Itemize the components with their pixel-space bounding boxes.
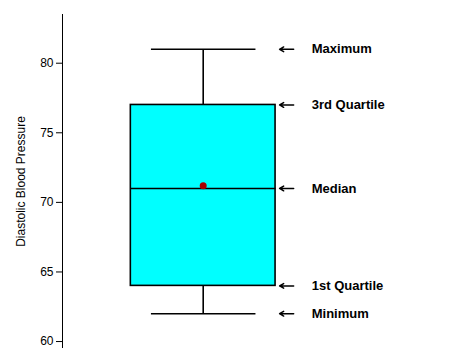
svg-text:70: 70 — [40, 195, 54, 209]
svg-text:75: 75 — [40, 126, 54, 140]
svg-text:65: 65 — [40, 265, 54, 279]
svg-text:Maximum: Maximum — [312, 41, 372, 56]
svg-text:Minimum: Minimum — [312, 306, 369, 321]
svg-text:3rd Quartile: 3rd Quartile — [312, 97, 385, 112]
svg-text:1st Quartile: 1st Quartile — [312, 278, 384, 293]
svg-text:80: 80 — [40, 56, 54, 70]
svg-text:60: 60 — [40, 334, 54, 348]
svg-text:Diastolic Blood Pressure: Diastolic Blood Pressure — [14, 116, 28, 247]
svg-text:Median: Median — [312, 181, 357, 196]
